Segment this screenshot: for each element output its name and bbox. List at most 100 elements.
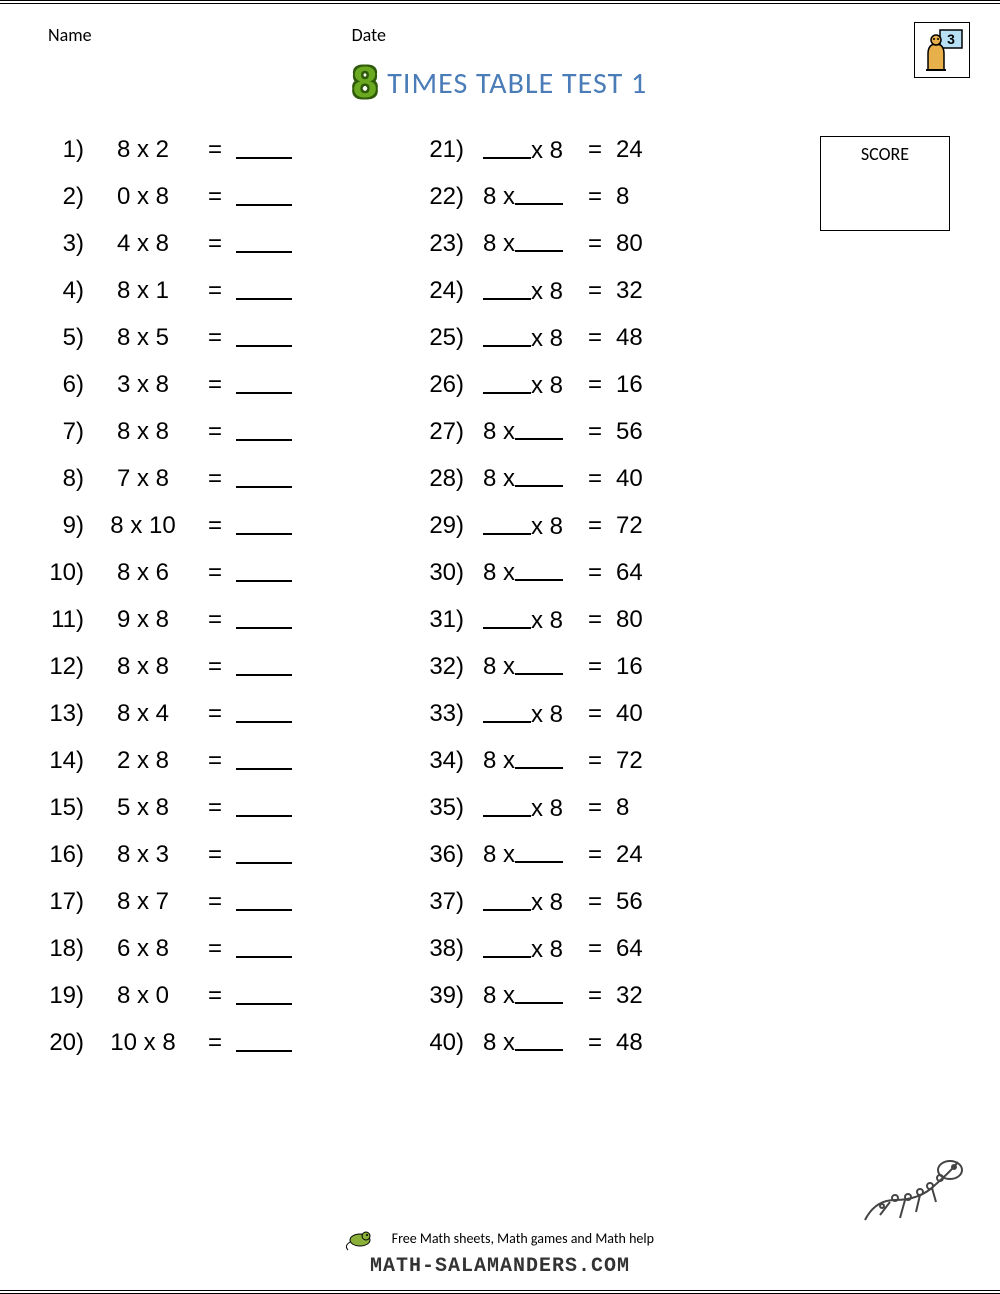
problem-number: 9) bbox=[40, 512, 88, 540]
equals-sign: = bbox=[198, 888, 232, 916]
problem-expression[interactable]: 8 x bbox=[468, 418, 578, 446]
equals-sign: = bbox=[578, 841, 612, 869]
problem-number: 26) bbox=[420, 371, 468, 399]
problem-expression[interactable]: x 8 bbox=[468, 325, 578, 353]
problem-expression[interactable]: 8 x bbox=[468, 1029, 578, 1057]
content: 1)8 x 2=2)0 x 8=3)4 x 8=4)8 x 1=5)8 x 5=… bbox=[40, 136, 960, 1076]
answer-value: 40 bbox=[612, 700, 682, 728]
answer-blank[interactable] bbox=[232, 935, 302, 963]
problem-expression[interactable]: x 8 bbox=[468, 372, 578, 400]
problem-number: 20) bbox=[40, 1029, 88, 1057]
problem-row: 16)8 x 3= bbox=[40, 841, 420, 888]
problem-expression[interactable]: x 8 bbox=[468, 513, 578, 541]
problem-expression[interactable]: 8 x bbox=[468, 465, 578, 493]
answer-blank[interactable] bbox=[232, 700, 302, 728]
problem-row: 34)8 x =72 bbox=[420, 747, 800, 794]
problem-expression[interactable]: x 8 bbox=[468, 607, 578, 635]
problem-number: 18) bbox=[40, 935, 88, 963]
problem-expression: 3 x 8 bbox=[88, 371, 198, 399]
problem-number: 12) bbox=[40, 653, 88, 681]
problem-row: 11)9 x 8= bbox=[40, 606, 420, 653]
problem-expression[interactable]: x 8 bbox=[468, 701, 578, 729]
problem-row: 39)8 x =32 bbox=[420, 982, 800, 1029]
equals-sign: = bbox=[578, 230, 612, 258]
answer-blank[interactable] bbox=[232, 465, 302, 493]
problem-row: 10)8 x 6= bbox=[40, 559, 420, 606]
problem-expression[interactable]: 8 x bbox=[468, 559, 578, 587]
problem-expression: 4 x 8 bbox=[88, 230, 198, 258]
problem-expression[interactable]: x 8 bbox=[468, 936, 578, 964]
answer-blank[interactable] bbox=[232, 512, 302, 540]
footer-logo-icon bbox=[346, 1224, 382, 1255]
answer-blank[interactable] bbox=[232, 277, 302, 305]
answer-blank[interactable] bbox=[232, 136, 302, 164]
equals-sign: = bbox=[578, 418, 612, 446]
problem-row: 1)8 x 2= bbox=[40, 136, 420, 183]
problem-expression[interactable]: 8 x bbox=[468, 653, 578, 681]
answer-value: 48 bbox=[612, 1029, 682, 1057]
problem-row: 15)5 x 8= bbox=[40, 794, 420, 841]
equals-sign: = bbox=[198, 559, 232, 587]
problem-expression[interactable]: x 8 bbox=[468, 889, 578, 917]
problem-row: 25) x 8=48 bbox=[420, 324, 800, 371]
problem-expression: 8 x 7 bbox=[88, 888, 198, 916]
problem-row: 30)8 x =64 bbox=[420, 559, 800, 606]
problem-number: 19) bbox=[40, 982, 88, 1010]
problem-expression[interactable]: 8 x bbox=[468, 747, 578, 775]
problem-number: 24) bbox=[420, 277, 468, 305]
answer-blank[interactable] bbox=[232, 747, 302, 775]
answer-blank[interactable] bbox=[232, 653, 302, 681]
answer-blank[interactable] bbox=[232, 183, 302, 211]
problem-number: 29) bbox=[420, 512, 468, 540]
problem-row: 19)8 x 0= bbox=[40, 982, 420, 1029]
svg-text:3: 3 bbox=[947, 31, 955, 47]
equals-sign: = bbox=[198, 700, 232, 728]
problem-row: 37) x 8=56 bbox=[420, 888, 800, 935]
answer-value: 16 bbox=[612, 371, 682, 399]
equals-sign: = bbox=[198, 418, 232, 446]
answer-blank[interactable] bbox=[232, 888, 302, 916]
equals-sign: = bbox=[198, 512, 232, 540]
problem-row: 33) x 8=40 bbox=[420, 700, 800, 747]
equals-sign: = bbox=[578, 606, 612, 634]
problem-expression: 6 x 8 bbox=[88, 935, 198, 963]
problem-expression[interactable]: 8 x bbox=[468, 230, 578, 258]
problem-number: 6) bbox=[40, 371, 88, 399]
answer-blank[interactable] bbox=[232, 230, 302, 258]
answer-blank[interactable] bbox=[232, 324, 302, 352]
problem-expression: 8 x 3 bbox=[88, 841, 198, 869]
problem-expression[interactable]: x 8 bbox=[468, 278, 578, 306]
answer-value: 48 bbox=[612, 324, 682, 352]
answer-blank[interactable] bbox=[232, 1029, 302, 1057]
equals-sign: = bbox=[578, 136, 612, 164]
problem-expression[interactable]: x 8 bbox=[468, 137, 578, 165]
answer-blank[interactable] bbox=[232, 371, 302, 399]
answer-blank[interactable] bbox=[232, 982, 302, 1010]
problem-expression[interactable]: x 8 bbox=[468, 795, 578, 823]
equals-sign: = bbox=[578, 559, 612, 587]
problem-number: 17) bbox=[40, 888, 88, 916]
problem-row: 27)8 x =56 bbox=[420, 418, 800, 465]
answer-blank[interactable] bbox=[232, 559, 302, 587]
footer: Free Math sheets, Math games and Math he… bbox=[0, 1224, 1000, 1278]
answer-value: 80 bbox=[612, 230, 682, 258]
equals-sign: = bbox=[578, 888, 612, 916]
answer-blank[interactable] bbox=[232, 794, 302, 822]
equals-sign: = bbox=[198, 183, 232, 211]
problem-expression[interactable]: 8 x bbox=[468, 982, 578, 1010]
problem-expression: 2 x 8 bbox=[88, 747, 198, 775]
answer-blank[interactable] bbox=[232, 841, 302, 869]
equals-sign: = bbox=[198, 324, 232, 352]
equals-sign: = bbox=[198, 277, 232, 305]
equals-sign: = bbox=[198, 935, 232, 963]
answer-blank[interactable] bbox=[232, 606, 302, 634]
problem-number: 38) bbox=[420, 935, 468, 963]
date-label: Date bbox=[352, 24, 386, 46]
answer-value: 72 bbox=[612, 512, 682, 540]
equals-sign: = bbox=[198, 136, 232, 164]
problem-expression[interactable]: 8 x bbox=[468, 841, 578, 869]
answer-value: 8 bbox=[612, 794, 682, 822]
answer-blank[interactable] bbox=[232, 418, 302, 446]
title-number: 8 bbox=[353, 58, 377, 108]
problem-expression[interactable]: 8 x bbox=[468, 183, 578, 211]
